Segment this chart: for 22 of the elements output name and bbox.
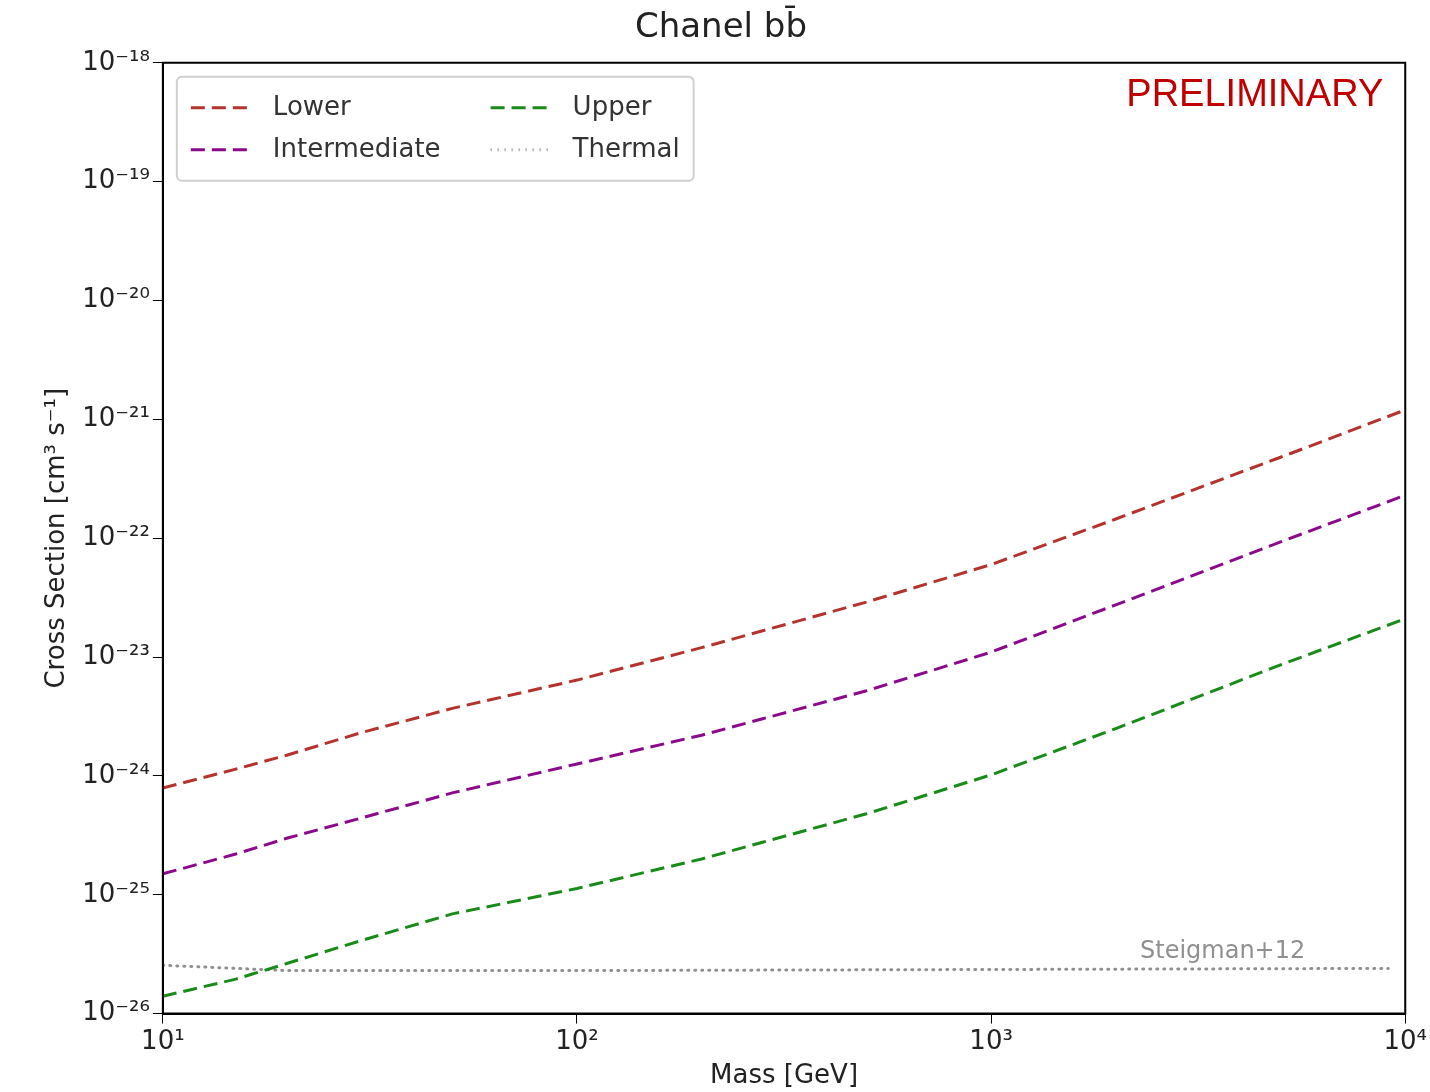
x-axis-title: Mass [GeV]: [710, 1059, 859, 1090]
annotation: Steigman+12: [1139, 935, 1306, 964]
annotation: PRELIMINARY: [1126, 72, 1384, 115]
y-tick-label: 10⁻¹⁹: [82, 164, 150, 195]
x-tick-label: 10⁴: [1383, 1024, 1427, 1055]
legend-label: Upper: [572, 90, 652, 121]
x-tick-label: 10¹: [141, 1024, 185, 1055]
legend-label: Lower: [272, 90, 352, 121]
y-axis-title: Cross Section [cm³ s⁻¹]: [40, 387, 71, 689]
y-tick-label: 10⁻²⁶: [82, 996, 150, 1027]
legend-label: Thermal: [571, 132, 680, 163]
y-tick-label: 10⁻²⁴: [82, 758, 150, 789]
y-tick-label: 10⁻²⁰: [82, 283, 150, 314]
y-tick-label: 10⁻¹⁸: [82, 45, 150, 76]
x-tick-label: 10²: [555, 1024, 599, 1055]
y-tick-label: 10⁻²¹: [82, 402, 150, 433]
y-tick-label: 10⁻²³: [82, 639, 150, 670]
y-tick-label: 10⁻²⁵: [82, 877, 150, 908]
legend-label: Intermediate: [272, 132, 441, 163]
chart-title: Chanel bb̄: [634, 5, 808, 46]
x-tick-label: 10³: [969, 1024, 1013, 1055]
y-tick-label: 10⁻²²: [82, 520, 150, 551]
